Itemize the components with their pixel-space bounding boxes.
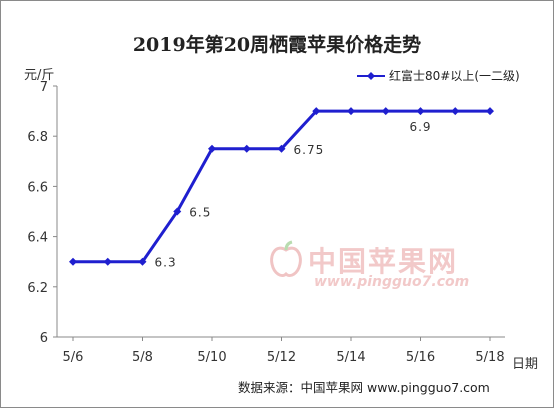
data-point: [381, 107, 390, 116]
x-axis-label: 日期: [512, 357, 538, 372]
data-point: [69, 257, 77, 266]
x-tick-label: 5/8: [132, 350, 153, 365]
x-tick-label: 5/14: [336, 350, 365, 365]
data-label: 6.3: [155, 256, 177, 270]
x-tick-label: 5/16: [406, 350, 435, 365]
watermark-url: www.pingguo7.com: [314, 274, 470, 290]
y-tick-label: 7: [40, 80, 48, 95]
data-point: [173, 207, 182, 216]
data-point: [416, 107, 425, 116]
data-point: [451, 107, 460, 116]
data-point: [138, 257, 147, 266]
y-tick-label: 6.8: [27, 130, 48, 145]
legend-marker-icon: [357, 71, 385, 80]
y-tick-label: 6.2: [27, 281, 48, 296]
legend: 红富士80#以上(一二级): [357, 67, 520, 84]
data-point: [103, 257, 112, 266]
data-point: [208, 144, 216, 153]
watermark-name: 中国苹果网: [308, 245, 459, 278]
data-label: 6.9: [409, 120, 431, 134]
y-axis-unit: 元/斤: [24, 68, 55, 83]
x-tick-label: 5/18: [475, 350, 504, 365]
x-tick-label: 5/10: [197, 350, 226, 365]
data-point: [277, 144, 286, 153]
data-point: [486, 107, 494, 116]
legend-label: 红富士80#以上(一二级): [389, 69, 520, 83]
data-label: 6.75: [294, 143, 325, 157]
data-point: [242, 144, 251, 153]
x-tick-label: 5/6: [63, 350, 84, 365]
data-point: [312, 107, 321, 116]
chart-title: 2019年第20周栖霞苹果价格走势: [132, 34, 422, 56]
data-point: [347, 107, 355, 116]
data-label: 6.5: [189, 206, 211, 220]
data-source: 数据来源：中国苹果网 www.pingguo7.com: [238, 380, 490, 395]
y-tick-label: 6.4: [27, 231, 48, 246]
apple-logo-icon: [270, 240, 302, 278]
y-tick-label: 6.6: [27, 180, 48, 195]
x-tick-label: 5/12: [267, 350, 296, 365]
y-tick-label: 6: [40, 331, 48, 346]
